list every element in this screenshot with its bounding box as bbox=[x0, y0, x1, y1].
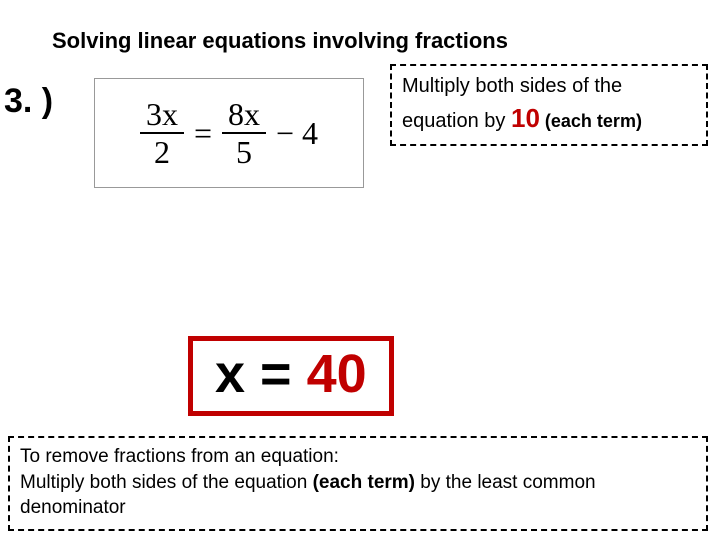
equation: 3x 2 = 8x 5 − 4 bbox=[140, 96, 318, 170]
answer-box: x = 40 bbox=[188, 336, 394, 416]
fraction-1-num-text: 3x bbox=[146, 96, 178, 132]
explanation-line1: To remove fractions from an equation: bbox=[20, 446, 339, 467]
fraction-2-denominator: 5 bbox=[230, 134, 258, 170]
explanation-line2a: Multiply both sides of the equation bbox=[20, 472, 313, 493]
problem-number: 3. ) bbox=[4, 82, 53, 121]
hint-callout: Multiply both sides of the equation by 1… bbox=[390, 64, 708, 146]
fraction-2: 8x 5 bbox=[222, 96, 266, 170]
equation-container: 3x 2 = 8x 5 − 4 bbox=[94, 78, 364, 188]
answer-lhs: x = bbox=[215, 344, 307, 404]
explanation-line2b: by the least common bbox=[415, 472, 596, 493]
hint-line1: Multiply both sides of the bbox=[402, 75, 622, 97]
explanation-line3: denominator bbox=[20, 497, 126, 518]
page-title: Solving linear equations involving fract… bbox=[52, 28, 508, 54]
answer-value: 40 bbox=[307, 344, 367, 404]
explanation-bold: (each term) bbox=[313, 472, 415, 493]
explanation-callout: To remove fractions from an equation: Mu… bbox=[8, 436, 708, 531]
fraction-1-numerator: 3x bbox=[140, 96, 184, 132]
fraction-1: 3x 2 bbox=[140, 96, 184, 170]
fraction-1-denominator: 2 bbox=[148, 134, 176, 170]
hint-line2a: equation by bbox=[402, 110, 511, 132]
equation-tail: − 4 bbox=[276, 115, 318, 152]
hint-line2b: (each term) bbox=[540, 111, 642, 131]
fraction-2-numerator: 8x bbox=[222, 96, 266, 132]
hint-highlight: 10 bbox=[511, 103, 540, 133]
equals-sign: = bbox=[194, 115, 212, 152]
